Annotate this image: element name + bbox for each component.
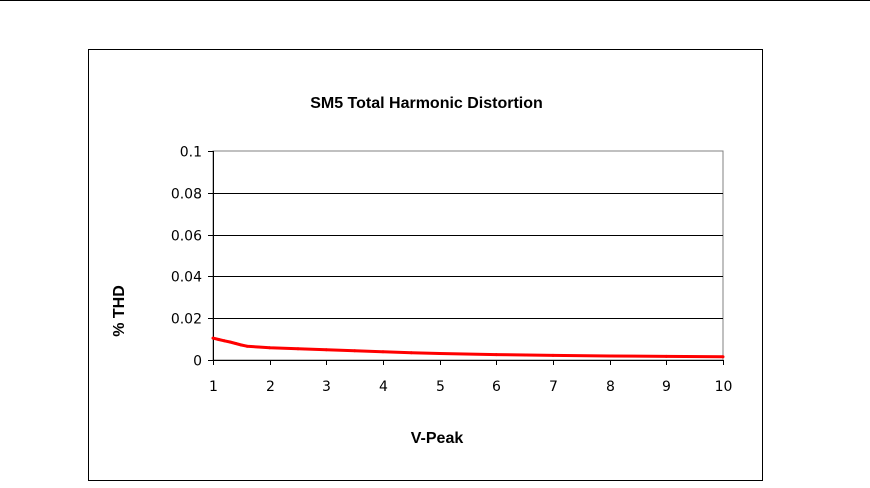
data-point xyxy=(296,347,300,351)
y-axis-title: % THD xyxy=(111,285,128,337)
data-point xyxy=(494,353,498,357)
data-point xyxy=(664,354,668,358)
y-tick-label: 0.08 xyxy=(171,187,202,203)
x-tick-label: 7 xyxy=(549,379,558,395)
data-point xyxy=(256,345,260,349)
x-tick-label: 3 xyxy=(322,379,331,395)
chart-canvas: SM5 Total Harmonic Distortion 00.020.040… xyxy=(111,95,733,447)
y-tick-label: 0.02 xyxy=(171,312,202,328)
data-point xyxy=(234,342,238,345)
x-tick-label: 9 xyxy=(662,379,671,395)
x-tick-label: 10 xyxy=(715,379,733,395)
data-point xyxy=(381,350,385,354)
y-tick-label: 0.1 xyxy=(180,145,202,161)
x-tick-label: 6 xyxy=(492,379,501,395)
data-point xyxy=(353,349,357,353)
chart-frame: SM5 Total Harmonic Distortion 0 0.02 0.04 0… xyxy=(88,49,763,481)
y-tick-label: 0.06 xyxy=(171,229,202,245)
data-point xyxy=(228,340,232,344)
y-tick-label: 0.04 xyxy=(171,270,202,286)
x-tick-label: 2 xyxy=(266,379,275,395)
top-rule xyxy=(0,0,870,1)
data-point xyxy=(217,338,221,341)
data-point xyxy=(268,346,272,350)
x-axis-title: V-Peak xyxy=(411,430,464,447)
plot-area: 0 0.02 0.04 0.06 0.08 0.1 1 2 3 4 5 6 7 8 9 10 xyxy=(171,145,733,396)
data-point xyxy=(551,353,555,357)
x-tick-label: 1 xyxy=(209,379,218,395)
x-tick-label: 4 xyxy=(379,379,388,395)
chart-title: SM5 Total Harmonic Distortion xyxy=(310,95,543,112)
data-point xyxy=(721,355,725,359)
data-point xyxy=(211,336,215,340)
data-point xyxy=(239,343,243,347)
data-point xyxy=(324,348,328,352)
data-point xyxy=(608,354,612,358)
x-tick-label: 8 xyxy=(606,379,615,395)
x-tick-label: 5 xyxy=(436,379,445,395)
data-point xyxy=(438,352,442,355)
y-tick-label: 0 xyxy=(193,354,202,370)
plot-area-border xyxy=(212,150,724,361)
data-point xyxy=(222,339,226,343)
data-point xyxy=(409,351,413,355)
data-point xyxy=(245,344,249,348)
